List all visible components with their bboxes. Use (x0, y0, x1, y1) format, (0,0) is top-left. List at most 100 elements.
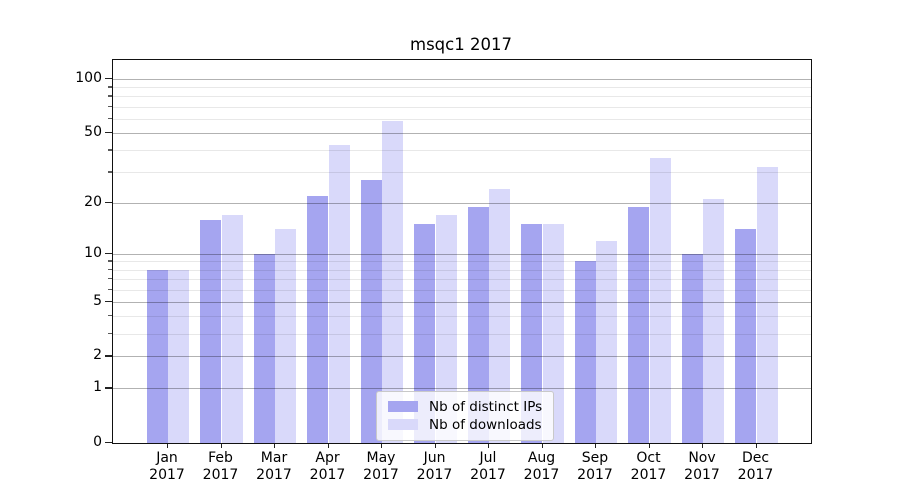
y-tick-label-2: 2 (93, 347, 102, 364)
bar-distinct-ips-mar (253, 253, 275, 443)
y-minor-tick-mark (108, 268, 112, 271)
bar-downloads-feb (221, 215, 243, 443)
legend-row-downloads: Nb of downloads (388, 416, 542, 433)
x-tick-mark-feb (220, 443, 222, 448)
x-tick-label-jun: Jun 2017 (416, 450, 453, 483)
y-minor-tick-mark (108, 95, 112, 97)
y-tick-label-50: 50 (84, 123, 102, 140)
bar-downloads-jun (435, 215, 457, 443)
legend-swatch-distinct-ips (388, 401, 418, 412)
y-tick-label-20: 20 (84, 193, 102, 210)
bar-downloads-mar (275, 229, 297, 443)
y-minor-tick-mark (108, 86, 112, 88)
major-gridline-50 (113, 132, 811, 134)
bar-downloads-aug (542, 224, 564, 443)
grid-layer (113, 60, 811, 443)
bar-distinct-ips-aug (521, 224, 543, 443)
x-tick-mark-may (381, 443, 383, 448)
minor-gridline-4 (113, 316, 811, 318)
major-gridline-100 (113, 79, 811, 80)
x-tick-label-feb: Feb 2017 (202, 450, 239, 483)
bar-downloads-sep (596, 240, 618, 443)
major-gridline-20 (113, 202, 811, 204)
y-minor-tick-mark (108, 117, 112, 120)
major-gridline-10 (113, 253, 811, 255)
y-tick-mark (105, 201, 112, 204)
bar-distinct-ips-jul (467, 206, 489, 443)
bar-downloads-oct (649, 158, 671, 443)
bar-downloads-may (382, 121, 404, 443)
bar-downloads-dec (756, 167, 778, 443)
bar-distinct-ips-nov (681, 253, 703, 443)
y-minor-tick-mark (108, 149, 112, 151)
x-tick-label-nov: Nov 2017 (684, 450, 720, 483)
x-tick-mark-nov (702, 443, 704, 448)
bar-distinct-ips-may (360, 180, 382, 443)
minor-gridline-3 (113, 333, 811, 335)
y-tick-mark (105, 300, 112, 303)
legend-row-distinct-ips: Nb of distinct IPs (388, 398, 542, 415)
y-tick-label-5: 5 (93, 292, 102, 309)
y-minor-tick-mark (108, 332, 112, 335)
y-tick-label-0: 0 (93, 434, 102, 450)
major-gridline-2 (113, 356, 811, 358)
y-minor-tick-mark (108, 105, 112, 108)
y-minor-tick-mark (108, 315, 112, 317)
x-tick-label-jul: Jul 2017 (470, 450, 506, 483)
x-tick-mark-sep (595, 443, 597, 448)
minor-gridline-60 (113, 118, 811, 120)
legend: Nb of distinct IPs Nb of downloads (376, 391, 555, 441)
bar-downloads-nov (703, 199, 725, 443)
y-tick-mark (105, 355, 112, 357)
bar-distinct-ips-apr (307, 195, 329, 443)
plot-area: Nb of distinct IPs Nb of downloads (112, 59, 812, 444)
major-gridline-1 (113, 388, 811, 390)
x-tick-label-dec: Dec 2017 (737, 450, 774, 483)
minor-gridline-40 (113, 150, 811, 152)
y-minor-tick-mark (108, 277, 112, 280)
x-tick-label-aug: Aug 2017 (523, 450, 560, 483)
y-minor-tick-mark (108, 288, 112, 290)
x-tick-mark-jul (488, 443, 490, 448)
y-tick-label-10: 10 (84, 244, 102, 261)
minor-gridline-7 (113, 278, 811, 280)
y-tick-label-1: 1 (93, 379, 102, 396)
bar-downloads-jul (489, 189, 511, 443)
bar-downloads-jan (168, 269, 190, 443)
minor-gridline-9 (113, 261, 811, 263)
bar-downloads-apr (328, 144, 350, 443)
y-tick-mark (105, 442, 112, 444)
bars-layer (113, 60, 811, 443)
x-tick-label-apr: Apr 2017 (309, 450, 346, 483)
x-tick-label-jan: Jan 2017 (149, 450, 185, 483)
y-tick-label-100: 100 (75, 70, 102, 86)
x-tick-mark-apr (327, 443, 329, 448)
bar-distinct-ips-sep (574, 261, 596, 443)
x-tick-mark-jun (434, 443, 436, 448)
x-tick-mark-mar (274, 443, 276, 448)
x-tick-mark-oct (648, 443, 650, 448)
x-tick-mark-aug (541, 443, 543, 448)
y-tick-mark (105, 387, 112, 389)
minor-gridline-90 (113, 87, 811, 89)
x-tick-label-sep: Sep 2017 (577, 450, 613, 483)
minor-gridline-8 (113, 269, 811, 271)
y-tick-mark (105, 252, 112, 255)
y-tick-mark (105, 131, 112, 134)
x-tick-label-mar: Mar 2017 (256, 450, 292, 483)
legend-label-distinct-ips: Nb of distinct IPs (429, 398, 543, 415)
x-tick-mark-dec (755, 443, 757, 448)
minor-gridline-6 (113, 289, 811, 291)
y-minor-tick-mark (108, 171, 112, 173)
legend-swatch-downloads (388, 419, 418, 430)
x-tick-mark-jan (167, 443, 169, 448)
bar-distinct-ips-jan (146, 269, 168, 443)
chart-title: msqc1 2017 (410, 35, 512, 54)
legend-label-downloads: Nb of downloads (429, 416, 542, 433)
bar-distinct-ips-dec (735, 229, 757, 443)
minor-gridline-70 (113, 106, 811, 108)
major-gridline-5 (113, 301, 811, 303)
x-tick-label-oct: Oct 2017 (630, 450, 667, 483)
